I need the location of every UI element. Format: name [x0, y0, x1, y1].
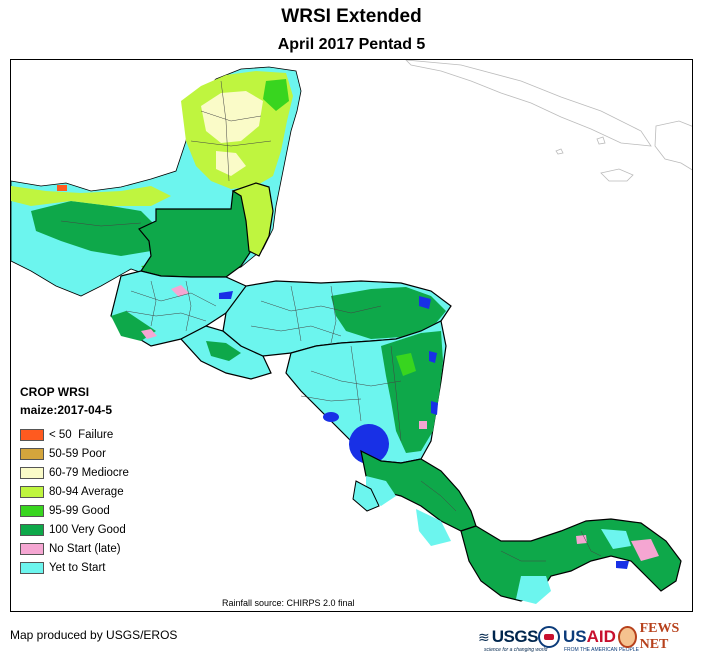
legend-item: 100 Very Good	[20, 520, 190, 539]
legend-item: 95-99 Good	[20, 501, 190, 520]
nicaragua-caribbean-green	[381, 331, 443, 453]
jamaica-outline	[600, 168, 634, 182]
legend-label: 95-99 Good	[49, 504, 110, 517]
usgs-logo: ≋ USGS	[478, 622, 538, 652]
legend-item: Yet to Start	[20, 558, 190, 577]
legend-item: < 50 Failure	[20, 425, 190, 444]
legend-label: 100 Very Good	[49, 523, 126, 536]
fews-globe-icon	[618, 626, 637, 648]
logo-strip: ≋ USGS science for a changing world USAI…	[478, 621, 698, 658]
legend-swatch	[20, 504, 44, 517]
legend-item: 50-59 Poor	[20, 444, 190, 463]
tabasco-very-good	[31, 201, 161, 256]
legend-swatch	[20, 466, 44, 479]
legend-item: 60-79 Mediocre	[20, 463, 190, 482]
water-patch-honduras	[419, 296, 431, 309]
legend-items: < 50 Failure 50-59 Poor 60-79 Mediocre 80-9…	[20, 425, 190, 577]
legend-label: 60-79 Mediocre	[49, 466, 129, 479]
legend-swatch	[20, 428, 44, 441]
usaid-logo-text-b: AID	[586, 627, 616, 646]
legend-title: CROP WRSI	[20, 385, 90, 399]
guatemala-late-start	[141, 329, 157, 339]
central-region	[180, 280, 452, 464]
fews-net-logo: FEWS NET	[618, 621, 698, 652]
legend-label: < 50 Failure	[49, 428, 114, 441]
map-frame	[10, 59, 693, 612]
fews-net-logo-text: FEWS NET	[639, 621, 680, 652]
mexico-region	[11, 66, 302, 297]
usaid-tagline: FROM THE AMERICAN PEOPLE	[564, 647, 639, 653]
panama	[460, 518, 682, 602]
water-patch-coast-2	[431, 401, 438, 415]
water-patch-coast	[429, 351, 437, 363]
panama-late-start	[631, 539, 659, 561]
legend-label: Yet to Start	[49, 561, 106, 574]
rainfall-source: Rainfall source: CHIRPS 2.0 final	[222, 598, 355, 608]
legend-swatch	[20, 542, 44, 555]
legend: CROP WRSI maize:2017-04-5 < 50 Failure 50…	[20, 383, 190, 577]
caribbean-islands	[405, 60, 692, 182]
lake-nicaragua	[349, 424, 389, 464]
usaid-logo-text: USAID	[563, 627, 616, 647]
nicoya-outline	[352, 480, 380, 512]
admin-boundaries	[60, 80, 602, 562]
late-start-coast	[419, 421, 427, 429]
usaid-logo: USAID	[538, 622, 616, 652]
small-island-outline	[596, 136, 606, 145]
usaid-logo-text-a: US	[563, 627, 587, 646]
hispaniola-outline	[654, 120, 692, 171]
cuba-outline	[405, 60, 652, 147]
map-subtitle: April 2017 Pentad 5	[277, 36, 426, 53]
legend-item: No Start (late)	[20, 539, 190, 558]
small-island-outline-2	[555, 148, 564, 155]
lake-managua	[323, 412, 339, 422]
honduras-very-good	[331, 287, 446, 339]
panama-yet-to-start	[516, 576, 551, 604]
chiapas-average	[11, 186, 171, 206]
guatemala-belize-region	[110, 182, 274, 347]
failure-patch	[57, 185, 67, 191]
legend-subtitle: maize:2017-04-5	[20, 403, 113, 417]
panama-water	[616, 561, 629, 569]
panama-yet-to-start-2	[601, 529, 631, 549]
map-canvas	[11, 60, 692, 604]
guatemala-late-start-2	[171, 285, 189, 297]
legend-swatch	[20, 561, 44, 574]
isthmus-region	[352, 449, 682, 604]
usgs-waves-icon: ≋	[478, 628, 490, 645]
belize	[231, 182, 274, 257]
costa-rica-yet-to-start-2	[416, 509, 451, 546]
yucatan-mediocre-patch	[201, 91, 263, 143]
usgs-tagline: science for a changing world	[484, 647, 548, 653]
map-title: WRSI Extended	[281, 6, 422, 27]
legend-swatch	[20, 447, 44, 460]
el-salvador-green	[206, 341, 241, 361]
legend-swatch	[20, 485, 44, 498]
water-patch-guatemala	[219, 291, 233, 299]
usaid-seal-icon	[538, 626, 560, 648]
yucatan-good-patch	[263, 79, 289, 111]
footer-credit: Map produced by USGS/EROS	[10, 628, 178, 642]
nicaragua-good	[396, 353, 416, 376]
legend-swatch	[20, 523, 44, 536]
legend-item: 80-94 Average	[20, 482, 190, 501]
legend-label: 50-59 Poor	[49, 447, 106, 460]
usgs-logo-text: USGS	[491, 627, 539, 646]
legend-label: 80-94 Average	[49, 485, 124, 498]
legend-label: No Start (late)	[49, 542, 121, 555]
yucatan-mediocre-patch-2	[216, 151, 246, 176]
